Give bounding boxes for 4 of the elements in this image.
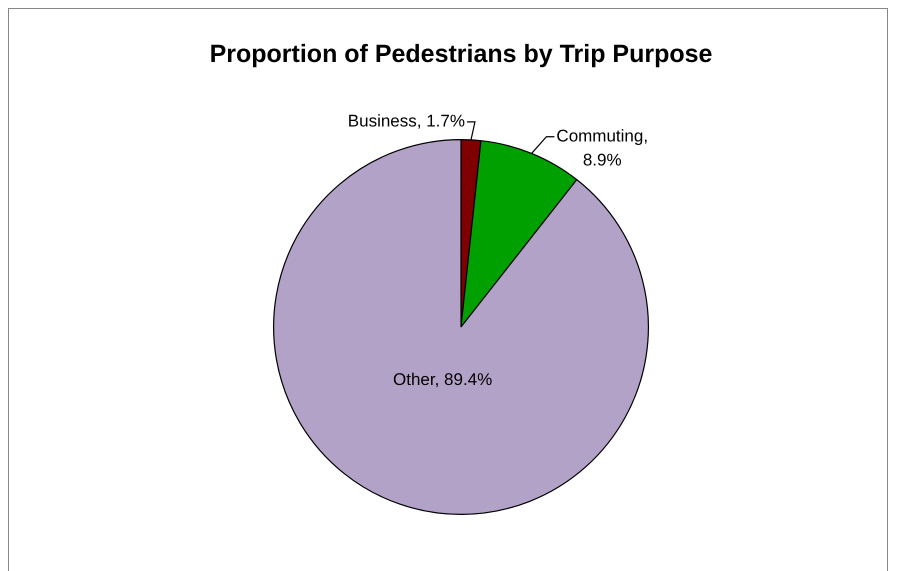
slice-label: Other, 89.4% — [393, 370, 492, 389]
slice-label: Commuting, 8.9% — [556, 126, 648, 170]
slice-label: Business, 1.7% — [348, 112, 465, 131]
chart-title: Proportion of Pedestrians by Trip Purpose — [210, 40, 713, 68]
